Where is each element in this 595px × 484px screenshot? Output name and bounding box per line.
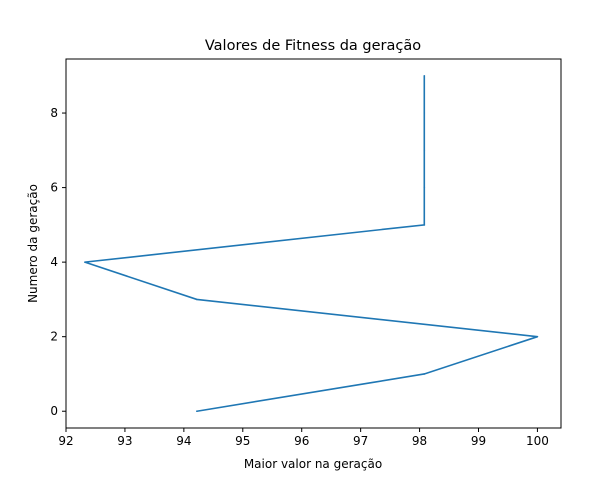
y-tick-label: 4 (50, 255, 58, 269)
y-tick-label: 6 (50, 181, 58, 195)
data-point (196, 298, 198, 301)
y-tick-label: 8 (50, 106, 58, 120)
x-tick-label: 99 (471, 434, 486, 448)
axes-frame (65, 58, 562, 429)
x-tick-label: 93 (117, 434, 132, 448)
x-axis-label: Maior valor na geração (244, 457, 382, 471)
data-point (84, 261, 86, 263)
data-point (423, 373, 426, 375)
data-point (423, 224, 426, 226)
data-point (423, 149, 426, 152)
axis-ticks: 92 93 94 95 96 97 98 99 100 0 2 4 6 8 (50, 106, 549, 448)
data-point (423, 112, 426, 114)
x-tick-label: 92 (58, 434, 73, 448)
data-point (423, 74, 426, 77)
x-tick-label: 94 (176, 434, 191, 448)
y-axis-label: Numero da geração (26, 184, 40, 303)
y-tick-label: 0 (50, 404, 58, 418)
data-point (536, 335, 539, 338)
chart-title: Valores de Fitness da geração (205, 38, 421, 54)
data-point (196, 410, 198, 413)
x-tick-label: 100 (526, 434, 549, 448)
x-tick-label: 97 (353, 434, 368, 448)
y-tick-label: 2 (50, 330, 58, 344)
x-tick-label: 98 (412, 434, 427, 448)
series-line-0 (84, 75, 538, 413)
x-tick-label: 96 (294, 434, 309, 448)
data-point (423, 186, 426, 189)
x-tick-label: 95 (235, 434, 250, 448)
plot-area (84, 74, 539, 413)
